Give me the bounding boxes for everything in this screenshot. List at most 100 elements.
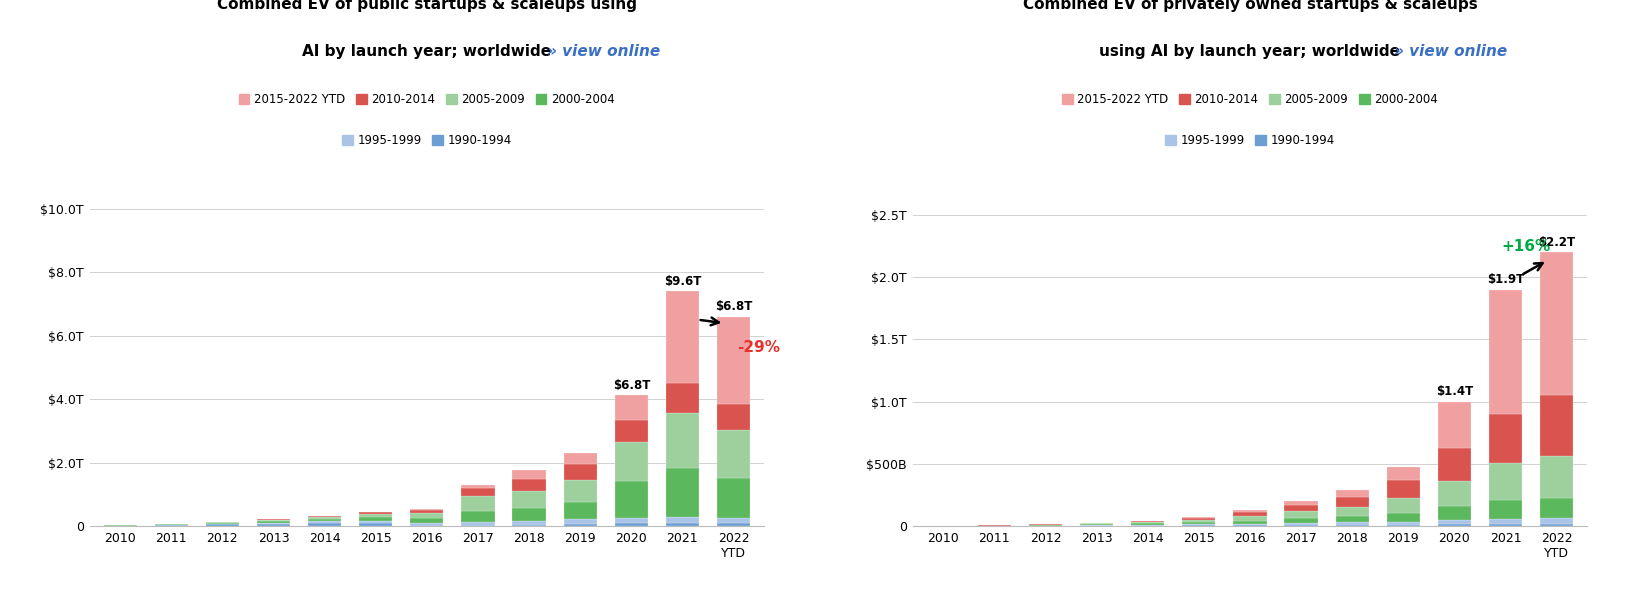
Bar [1335, 523, 1369, 525]
Bar [1438, 481, 1472, 506]
Bar [1234, 510, 1267, 512]
Bar [360, 521, 392, 523]
Bar [1234, 512, 1267, 517]
Bar [513, 491, 545, 509]
Bar [563, 524, 597, 526]
Bar [1234, 525, 1267, 526]
Bar [1234, 521, 1267, 524]
Bar [615, 420, 648, 442]
Bar [1335, 490, 1369, 497]
Bar [1284, 523, 1317, 525]
Bar [1335, 497, 1369, 507]
Bar [1438, 506, 1472, 520]
Bar [1079, 523, 1114, 524]
Bar [615, 442, 648, 481]
Bar [1540, 457, 1573, 498]
Bar [308, 516, 342, 517]
Bar [1335, 507, 1369, 516]
Bar [1490, 289, 1522, 414]
Bar [563, 519, 597, 524]
Bar [1438, 448, 1472, 481]
Bar [1540, 498, 1573, 518]
Bar [360, 512, 392, 514]
Bar [1540, 252, 1573, 395]
Bar [1438, 520, 1472, 524]
Bar [716, 430, 751, 478]
Bar [1284, 501, 1317, 505]
Bar [257, 523, 290, 524]
Text: AI by launch year; worldwide: AI by launch year; worldwide [303, 43, 552, 59]
Bar [308, 519, 342, 521]
Bar [360, 517, 392, 521]
Bar [410, 523, 443, 526]
Text: -29%: -29% [737, 340, 780, 354]
Bar [1335, 525, 1369, 526]
Bar [1540, 395, 1573, 457]
Bar [205, 523, 239, 524]
Bar [360, 514, 392, 517]
Bar [257, 521, 290, 523]
Bar [1234, 524, 1267, 525]
Bar [1387, 521, 1420, 524]
Bar [1182, 523, 1216, 524]
Bar [461, 496, 495, 511]
Bar [563, 480, 597, 502]
Bar [461, 488, 495, 496]
Bar [461, 485, 495, 488]
Bar [1131, 521, 1164, 522]
Bar [410, 509, 443, 510]
Bar [666, 468, 698, 517]
Bar [1131, 523, 1164, 525]
Bar [410, 518, 443, 523]
Bar [716, 317, 751, 405]
Bar [1387, 524, 1420, 526]
Bar [1387, 468, 1420, 480]
Text: $1.9T: $1.9T [1486, 273, 1524, 286]
Bar [615, 481, 648, 518]
Bar [1284, 511, 1317, 518]
Text: AI by launch year; worldwide  » view online: AI by launch year; worldwide » view onli… [241, 43, 614, 59]
Bar [563, 502, 597, 519]
Bar [461, 511, 495, 522]
Bar [666, 291, 698, 384]
Text: Combined EV of public startups & scaleups using: Combined EV of public startups & scaleup… [217, 0, 637, 12]
Bar [205, 524, 239, 526]
Text: Combined EV of privately owned startups & scaleups: Combined EV of privately owned startups … [1022, 0, 1477, 12]
Bar [1387, 498, 1420, 513]
Text: +16%: +16% [1501, 239, 1550, 254]
Bar [666, 412, 698, 468]
Bar [257, 524, 290, 526]
Bar [513, 525, 545, 526]
Bar [563, 453, 597, 464]
Bar [1490, 524, 1522, 526]
Text: using AI by launch year; worldwide: using AI by launch year; worldwide [1099, 43, 1400, 59]
Bar [1335, 516, 1369, 523]
Bar [308, 517, 342, 519]
Bar [666, 517, 698, 523]
Bar [1284, 525, 1317, 526]
Bar [716, 518, 751, 523]
Text: $9.6T: $9.6T [664, 275, 702, 288]
Bar [1284, 518, 1317, 523]
Bar [513, 471, 545, 479]
Text: $6.8T: $6.8T [715, 300, 752, 313]
Bar [1131, 522, 1164, 523]
Text: » view online: » view online [1394, 43, 1508, 59]
Bar [461, 522, 495, 526]
Bar [1387, 480, 1420, 498]
Bar [1438, 401, 1472, 448]
Bar [1131, 525, 1164, 526]
Bar [563, 464, 597, 480]
Bar [1490, 463, 1522, 500]
Legend: 1995-1999, 1990-1994: 1995-1999, 1990-1994 [1161, 130, 1340, 152]
Bar [513, 521, 545, 525]
Bar [1182, 520, 1216, 523]
Text: $1.4T: $1.4T [1436, 386, 1473, 398]
Bar [1079, 524, 1114, 525]
Bar [666, 523, 698, 526]
Bar [666, 384, 698, 412]
Bar [1387, 513, 1420, 521]
Bar [410, 513, 443, 518]
Bar [1182, 518, 1216, 520]
Bar [615, 395, 648, 420]
